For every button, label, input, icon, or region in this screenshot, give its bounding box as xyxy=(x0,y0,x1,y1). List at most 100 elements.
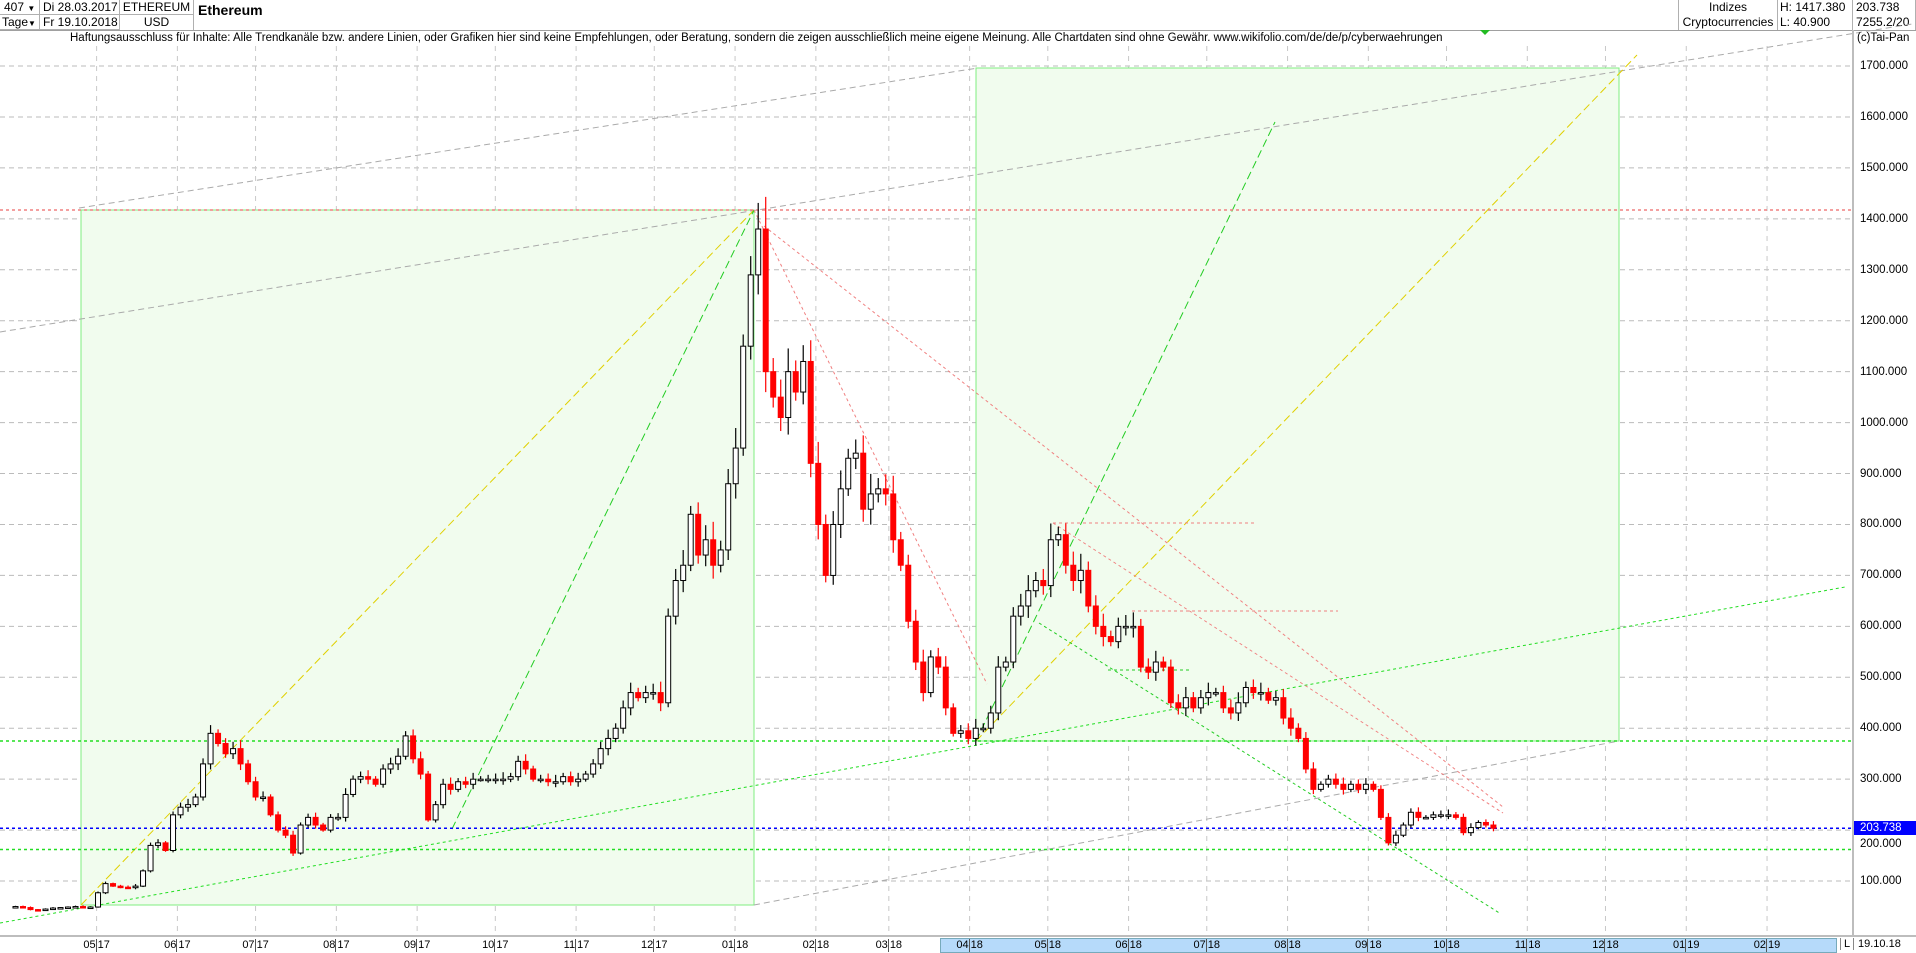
candle-body xyxy=(860,452,867,510)
candle-body xyxy=(147,844,154,872)
candle-body xyxy=(1190,697,1197,709)
x-tick-label: 11 18 xyxy=(1514,939,1541,952)
symbol: ETHEREUM xyxy=(120,0,194,15)
candle-body xyxy=(117,885,124,889)
candle-body xyxy=(1242,686,1249,704)
candle-body xyxy=(1145,666,1152,673)
candle-body xyxy=(440,783,447,806)
candle-body xyxy=(1332,778,1339,785)
candle-body xyxy=(1490,824,1497,829)
candle-body xyxy=(710,539,717,566)
candle-body xyxy=(717,549,724,566)
candle-body xyxy=(342,793,349,818)
currency: USD xyxy=(120,15,194,30)
candle-body xyxy=(425,773,432,821)
candle-body xyxy=(665,615,672,704)
candle-body xyxy=(1010,615,1017,663)
end-date[interactable]: Fr 19.10.2018 xyxy=(40,15,120,30)
candle-body xyxy=(125,886,132,890)
candle-body xyxy=(680,564,687,582)
candle-body xyxy=(267,796,274,816)
date-range-highlight[interactable] xyxy=(940,938,1837,953)
x-tick-label: 10 17 xyxy=(482,939,509,952)
red-downtrend-1 xyxy=(753,209,988,685)
grey-trendline-upper xyxy=(0,23,1913,333)
candle-body xyxy=(732,447,739,485)
candle-body xyxy=(500,778,507,782)
candles xyxy=(12,196,1497,912)
x-tick-label: 06 18 xyxy=(1115,939,1142,952)
candle-body xyxy=(1175,702,1182,709)
candle-body xyxy=(95,892,102,908)
candle-body xyxy=(395,755,402,765)
candle-body xyxy=(672,580,679,617)
start-date[interactable]: Di 28.03.2017 xyxy=(40,0,120,15)
candle-body xyxy=(965,730,972,739)
x-tick-label: 09 18 xyxy=(1355,939,1382,952)
x-tick-label: 02 19 xyxy=(1753,939,1781,952)
candle-body xyxy=(747,274,754,347)
candle-body xyxy=(1385,816,1392,844)
candle-body xyxy=(702,539,709,556)
candle-body xyxy=(1295,727,1302,739)
candle-body xyxy=(1452,814,1459,818)
candle-body xyxy=(1130,625,1137,629)
candle-body xyxy=(822,523,829,576)
candle-body xyxy=(897,539,904,566)
y-tick-label: 1000.000 xyxy=(1860,416,1908,429)
drawings xyxy=(0,23,1913,924)
candle-body xyxy=(215,732,222,745)
candle-body xyxy=(1047,539,1054,587)
candle-body xyxy=(1122,625,1129,629)
candle-body xyxy=(170,814,177,851)
red-downtrend-3 xyxy=(1052,522,1504,814)
candle-body xyxy=(1310,768,1317,790)
candle-body xyxy=(597,748,604,765)
candle-body xyxy=(327,816,334,831)
candle-body xyxy=(1407,811,1414,826)
candle-body xyxy=(905,564,912,622)
candle-body xyxy=(1355,783,1362,790)
candle-body xyxy=(380,768,387,785)
red-downtrend-2 xyxy=(763,225,1504,808)
period-dropdown[interactable]: Tage▼ xyxy=(0,15,40,30)
candle-body xyxy=(590,763,597,775)
y-tick-label: 1400.000 xyxy=(1860,212,1908,225)
candle-body xyxy=(200,763,207,798)
candle-body xyxy=(950,707,957,734)
candle-body xyxy=(980,727,987,731)
y-tick-label: 900.000 xyxy=(1860,467,1902,480)
candle-body xyxy=(1265,692,1272,701)
mode-label: L xyxy=(1840,938,1854,950)
candle-body xyxy=(1227,707,1234,714)
candle-body xyxy=(1250,686,1257,694)
low-value: L: 40.900 xyxy=(1778,15,1853,30)
candle-body xyxy=(365,776,372,780)
header-bar: 407 ▼ Tage▼ Di 28.03.2017 Fr 19.10.2018 … xyxy=(0,0,1916,31)
x-tick-label: 05 17 xyxy=(83,939,110,952)
candle-body xyxy=(252,781,259,798)
candle-body xyxy=(290,834,297,854)
date-axis[interactable]: 05 17 06 17 07 17 08 17 09 17 10 17 11 17 12 17 01 18 02 18… xyxy=(0,935,1916,953)
candle-body xyxy=(837,488,844,525)
bar-count-dropdown[interactable]: 407 ▼ xyxy=(0,0,40,15)
candle-body xyxy=(552,781,559,784)
candle-body xyxy=(912,620,919,663)
candle-body xyxy=(1107,636,1114,643)
chevron-down-icon: ▼ xyxy=(27,4,36,13)
candle-body xyxy=(132,885,139,889)
candle-body xyxy=(1377,788,1384,818)
candle-body xyxy=(1325,778,1332,785)
candle-body xyxy=(102,883,109,894)
chevron-down-icon: ▼ xyxy=(28,19,36,28)
candle-body xyxy=(650,692,657,695)
candle-body xyxy=(567,776,574,783)
candle-body xyxy=(402,735,409,757)
candle-body xyxy=(1235,702,1242,714)
candle-body xyxy=(1077,569,1084,582)
candle-body xyxy=(1467,827,1474,834)
candle-body xyxy=(522,760,529,770)
candle-body xyxy=(1482,821,1489,826)
bar-count: 407 xyxy=(4,0,25,14)
